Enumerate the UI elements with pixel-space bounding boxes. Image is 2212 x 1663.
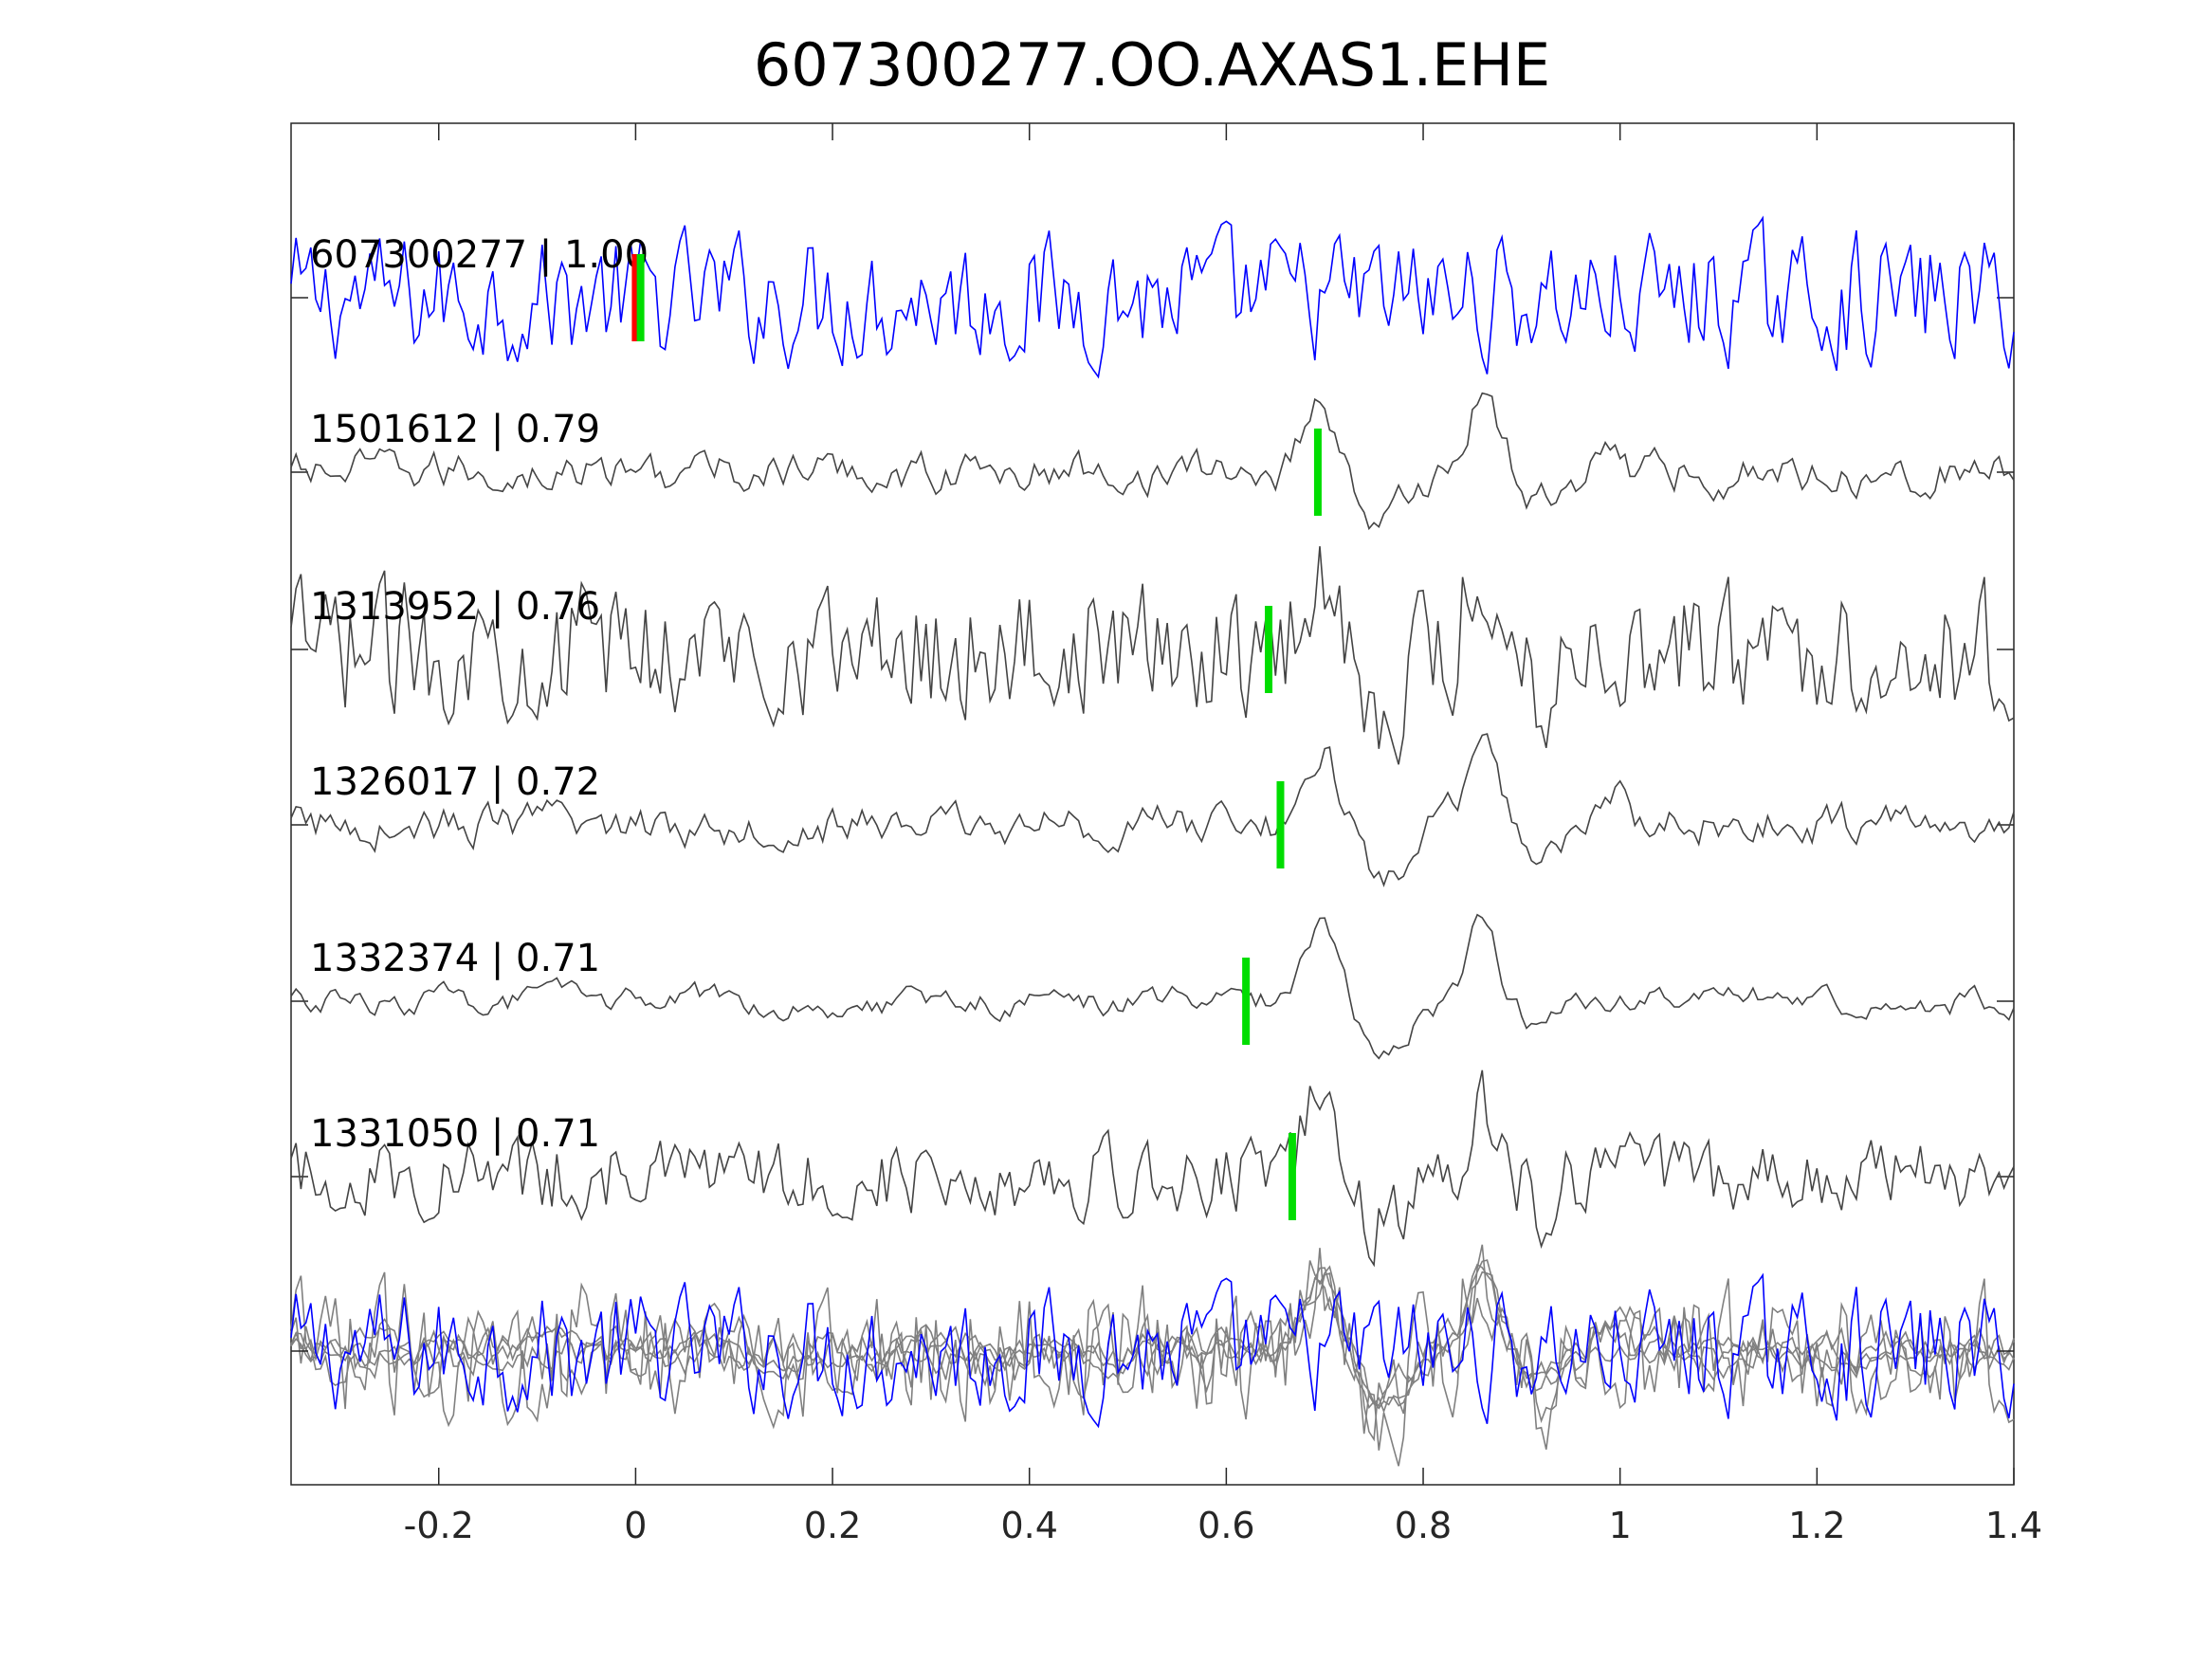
red-pick-marker [631, 254, 638, 341]
chart-title: 607300277.OO.AXAS1.EHE [754, 30, 1550, 100]
stack-trace-1332374 [290, 1263, 2015, 1410]
stack-trace-1501612 [290, 1270, 2015, 1410]
x-tick-label: 0.4 [1000, 1505, 1057, 1546]
green-pick-marker [1313, 429, 1322, 516]
x-tick-label: 0.8 [1395, 1505, 1452, 1546]
green-pick-marker [1276, 781, 1285, 868]
trace-label: 1501612 | 0.79 [310, 408, 600, 451]
green-pick-marker [636, 254, 645, 341]
stack-trace-1313952 [290, 1248, 2015, 1467]
trace-label: 1331050 | 0.71 [310, 1112, 600, 1156]
green-pick-marker [1265, 606, 1273, 693]
plot-area [290, 122, 2015, 1486]
x-tick-label: 0.2 [804, 1505, 861, 1546]
trace-label: 1332374 | 0.71 [310, 937, 600, 980]
green-pick-marker [1242, 958, 1251, 1045]
trace-label: 1313952 | 0.76 [310, 585, 600, 629]
stack-trace-607300277 [290, 1272, 2015, 1429]
x-tick-label: 1 [1609, 1505, 1632, 1546]
x-tick-label: -0.2 [404, 1505, 474, 1546]
x-tick-label: 1.4 [1985, 1505, 2042, 1546]
trace-1332374 [290, 913, 2015, 1060]
trace-1331050 [290, 1069, 2015, 1268]
trace-1501612 [290, 392, 2015, 531]
trace-1326017 [290, 733, 2015, 887]
stack-trace-1331050 [290, 1244, 2015, 1442]
trace-label: 1326017 | 0.72 [310, 760, 600, 804]
trace-label: 607300277 | 1.00 [310, 233, 649, 277]
x-tick-label: 1.2 [1788, 1505, 1845, 1546]
green-pick-marker [1288, 1133, 1296, 1220]
x-tick-label: 0.6 [1197, 1505, 1254, 1546]
trace-607300277 [290, 215, 2015, 379]
trace-1313952 [290, 546, 2015, 765]
x-tick-label: 0 [624, 1505, 647, 1546]
